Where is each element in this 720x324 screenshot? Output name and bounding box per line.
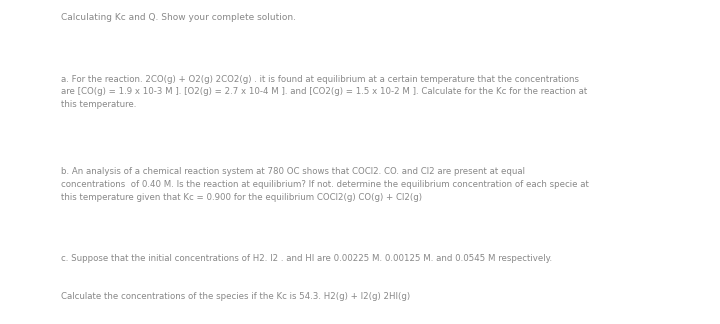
Text: b. An analysis of a chemical reaction system at 780 OC shows that COCl2. CO. and: b. An analysis of a chemical reaction sy… <box>61 167 589 202</box>
Text: a. For the reaction. 2CO(g) + O2(g) 2CO2(g) . it is found at equilibrium at a ce: a. For the reaction. 2CO(g) + O2(g) 2CO2… <box>61 75 588 109</box>
Text: Calculating Kc and Q. Show your complete solution.: Calculating Kc and Q. Show your complete… <box>61 13 296 22</box>
Text: c. Suppose that the initial concentrations of H2. I2 . and HI are 0.00225 M. 0.0: c. Suppose that the initial concentratio… <box>61 254 552 263</box>
Text: Calculate the concentrations of the species if the Kc is 54.3. H2(g) + I2(g) 2HI: Calculate the concentrations of the spec… <box>61 292 410 301</box>
